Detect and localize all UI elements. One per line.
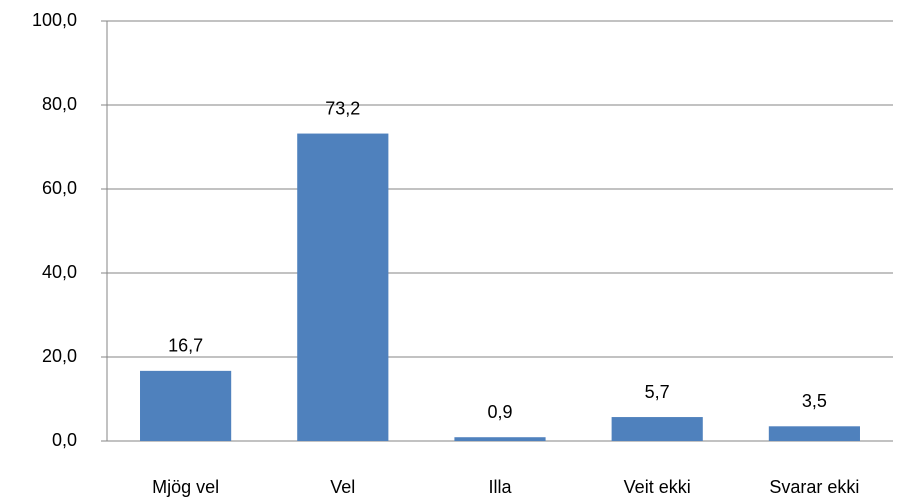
- x-tick-label: Svarar ekki: [769, 477, 859, 497]
- bar: [611, 417, 703, 441]
- value-label: 5,7: [645, 382, 670, 402]
- bar: [768, 426, 860, 441]
- x-tick-label: Vel: [330, 477, 355, 497]
- y-tick-label: 60,0: [42, 178, 77, 198]
- value-label: 0,9: [487, 402, 512, 422]
- value-label: 73,2: [325, 98, 360, 118]
- bar: [140, 370, 232, 441]
- y-tick-label: 20,0: [42, 346, 77, 366]
- x-tick-label: Illa: [488, 477, 512, 497]
- x-tick-label: Mjög vel: [152, 477, 219, 497]
- x-tick-label: Veit ekki: [624, 477, 691, 497]
- bar: [454, 437, 546, 441]
- y-tick-label: 100,0: [32, 10, 77, 30]
- y-tick-label: 80,0: [42, 94, 77, 114]
- value-label: 16,7: [168, 336, 203, 356]
- value-label: 3,5: [802, 391, 827, 411]
- bar: [297, 133, 389, 441]
- y-tick-label: 0,0: [52, 430, 77, 450]
- y-tick-label: 40,0: [42, 262, 77, 282]
